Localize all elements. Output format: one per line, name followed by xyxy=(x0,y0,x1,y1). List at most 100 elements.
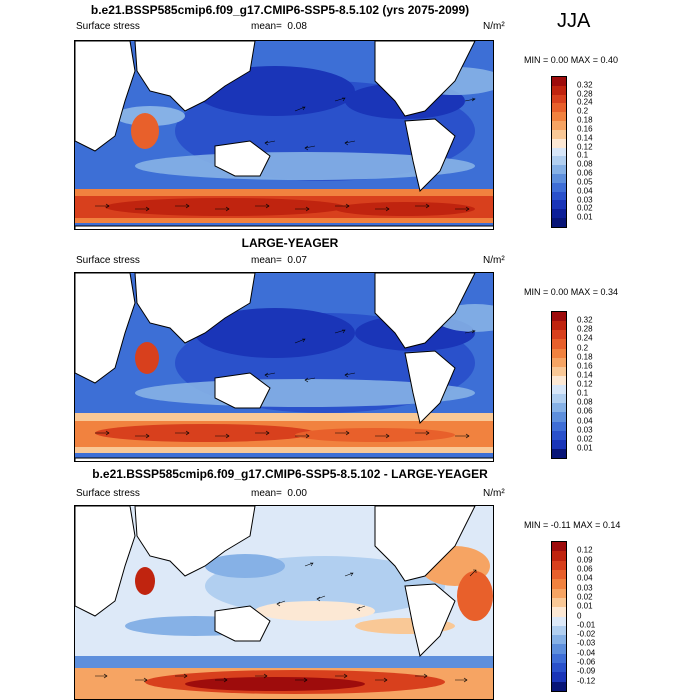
colorbar-tick-label: 0.14 xyxy=(577,370,593,380)
colorbar-tick-label: 0.32 xyxy=(577,80,593,90)
colorbar-tick-label: 0.04 xyxy=(577,186,593,196)
colorbar-swatch xyxy=(552,412,566,422)
colorbar-tick-label: 0.08 xyxy=(577,159,593,169)
colorbar-tick-label: -0.06 xyxy=(577,657,596,667)
panel2-minmax: MIN = 0.00 MAX = 0.34 xyxy=(524,287,619,297)
colorbar-swatch xyxy=(552,635,566,645)
panel1-map xyxy=(74,40,494,230)
panel1-units: N/m² xyxy=(483,21,505,32)
season-label: JJA xyxy=(557,10,591,32)
colorbar-tick-label: 0.1 xyxy=(577,388,589,398)
panel3-title: b.e21.BSSP585cmip6.f09_g17.CMIP6-SSP5-8.… xyxy=(92,467,488,481)
colorbar-swatch xyxy=(552,103,566,113)
panel3-colorbar xyxy=(551,541,567,692)
colorbar-swatch xyxy=(552,448,566,458)
colorbar-tick-label: 0.04 xyxy=(577,573,593,583)
colorbar-swatch xyxy=(552,625,566,636)
colorbar-tick-label: 0.04 xyxy=(577,416,593,425)
colorbar-swatch xyxy=(552,121,566,130)
colorbar-swatch xyxy=(552,681,566,691)
colorbar-tick-label: -0.04 xyxy=(577,648,596,658)
colorbar-swatch xyxy=(552,156,566,166)
colorbar-tick-label: 0.06 xyxy=(577,406,593,416)
colorbar-swatch xyxy=(552,569,566,580)
colorbar-tick-label: 0.1 xyxy=(577,150,589,160)
panel1-mean-value: 0.08 xyxy=(287,21,307,32)
colorbar-tick-label: 0.01 xyxy=(577,212,593,222)
colorbar-swatch xyxy=(552,173,566,183)
panel3-units: N/m² xyxy=(483,488,505,499)
panel2-units: N/m² xyxy=(483,255,505,266)
panel1-colorbar xyxy=(551,76,567,228)
colorbar-tick-label: 0.14 xyxy=(577,133,593,143)
colorbar-tick-label: 0.06 xyxy=(577,564,593,574)
colorbar-swatch xyxy=(552,330,566,340)
panel2-map xyxy=(74,272,494,462)
colorbar-tick-label: -0.02 xyxy=(577,629,596,639)
colorbar-tick-label: 0.2 xyxy=(577,343,589,352)
panel2-variable-label: Surface stress xyxy=(76,255,140,266)
colorbar-tick-label: 0.02 xyxy=(577,434,593,444)
colorbar-swatch xyxy=(552,339,566,349)
colorbar-swatch xyxy=(552,653,566,664)
colorbar-swatch xyxy=(552,588,566,598)
panel2-colorbar xyxy=(551,311,567,459)
colorbar-tick-label: 0.16 xyxy=(577,361,593,371)
panel1-variable-label: Surface stress xyxy=(76,21,140,32)
colorbar-tick-label: 0.12 xyxy=(577,545,593,555)
colorbar-swatch xyxy=(552,663,566,673)
colorbar-tick-label: 0 xyxy=(577,611,582,620)
colorbar-swatch xyxy=(552,357,566,367)
colorbar-tick-label: 0.02 xyxy=(577,203,593,213)
panel3-minmax: MIN = -0.11 MAX = 0.14 xyxy=(524,520,621,530)
colorbar-tick-label: 0.08 xyxy=(577,397,593,407)
colorbar-tick-label: 0.03 xyxy=(577,583,593,593)
colorbar-tick-label: 0.18 xyxy=(577,115,593,125)
colorbar-swatch xyxy=(552,672,566,682)
colorbar-tick-label: 0.02 xyxy=(577,592,593,602)
colorbar-tick-label: -0.12 xyxy=(577,676,596,686)
colorbar-swatch xyxy=(552,385,566,395)
colorbar-swatch xyxy=(552,209,566,218)
colorbar-tick-label: -0.01 xyxy=(577,620,596,630)
colorbar-tick-label: 0.03 xyxy=(577,425,593,435)
colorbar-swatch xyxy=(552,439,566,449)
panel3-mean-value: 0.00 xyxy=(287,488,307,499)
panel2-mean-value: 0.07 xyxy=(287,255,307,266)
colorbar-swatch xyxy=(552,560,566,570)
panel1-map-svg xyxy=(75,41,493,229)
colorbar-swatch xyxy=(552,138,566,148)
panel1-title: b.e21.BSSP585cmip6.f09_g17.CMIP6-SSP5-8.… xyxy=(90,3,470,17)
panel3-mean-label: mean= 0.00 xyxy=(251,488,307,499)
colorbar-tick-label: 0.01 xyxy=(577,443,593,453)
panel1-minmax: MIN = 0.00 MAX = 0.40 xyxy=(524,55,619,65)
colorbar-tick-label: -0.03 xyxy=(577,638,596,648)
colorbar-tick-label: 0.18 xyxy=(577,352,593,362)
colorbar-swatch xyxy=(552,616,566,626)
colorbar-swatch xyxy=(552,129,566,139)
colorbar-tick-label: 0.24 xyxy=(577,97,593,107)
colorbar-tick-label: -0.09 xyxy=(577,666,596,676)
colorbar-swatch xyxy=(552,403,566,413)
panel3-variable-label: Surface stress xyxy=(76,488,140,499)
colorbar-tick-label: 0.28 xyxy=(577,324,593,334)
colorbar-swatch xyxy=(552,218,566,227)
colorbar-tick-label: 0.03 xyxy=(577,195,593,205)
colorbar-tick-label: 0.28 xyxy=(577,89,593,99)
colorbar-tick-label: 0.16 xyxy=(577,124,593,134)
colorbar-swatch xyxy=(552,579,566,589)
colorbar-swatch xyxy=(552,77,566,86)
colorbar-swatch xyxy=(552,85,566,95)
colorbar-swatch xyxy=(552,321,566,331)
panel3-map xyxy=(74,505,494,700)
colorbar-swatch xyxy=(552,394,566,404)
colorbar-swatch xyxy=(552,644,566,654)
colorbar-swatch xyxy=(552,375,566,385)
colorbar-swatch xyxy=(552,551,566,561)
panel1-mean-label: mean= 0.08 xyxy=(251,21,307,32)
colorbar-swatch xyxy=(552,597,566,608)
colorbar-swatch xyxy=(552,366,566,376)
colorbar-swatch xyxy=(552,94,566,104)
panel2-map-svg xyxy=(75,273,493,461)
colorbar-swatch xyxy=(552,165,566,174)
